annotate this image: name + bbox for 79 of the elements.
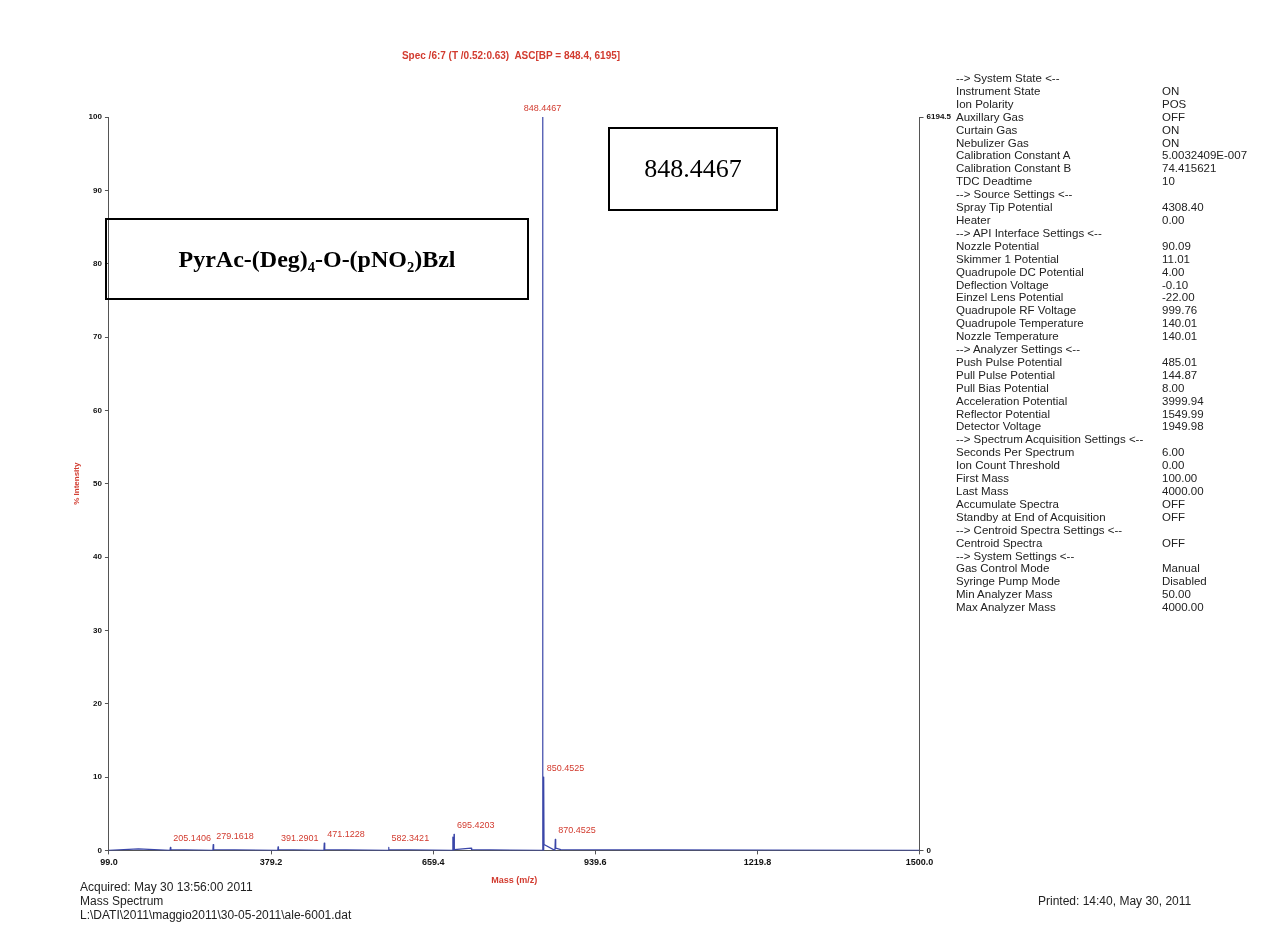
annotation: 582.3421 — [391, 833, 430, 844]
text: Quadrupole Temperature 140.01 — [956, 317, 1198, 330]
x-tick-label: 99.0 — [100, 857, 118, 868]
text: Acceleration Potential 3999.94 — [956, 394, 1204, 407]
text: Seconds Per Spectrum 6.00 — [956, 446, 1185, 459]
annotation: 695.4203 — [457, 820, 495, 831]
y-tick-label: 10 — [93, 772, 103, 782]
text: Quadrupole DC Potential 4.00 — [956, 265, 1185, 278]
text: L:\DATI\2011\maggio2011\30-05-2011\ale-6001.dat — [80, 908, 352, 922]
y-tick-label: 90 — [93, 185, 103, 195]
annotation: 279.1618 — [216, 830, 254, 841]
x-tick-label: 1219.8 — [743, 857, 772, 868]
chart-subtitle: Spec /6:7 (T /0.52:0.63) ASC[BP = 848.4, 6195] — [401, 49, 621, 61]
text: Spray Tip Potential 4308.40 — [956, 201, 1204, 214]
text: Gas Control Mode Manual — [956, 562, 1200, 575]
text: --> API Interface Settings <-- — [956, 226, 1103, 240]
text: Reflector Potential 1549.99 — [956, 407, 1204, 420]
text: Heater 0.00 — [956, 213, 1185, 226]
text: TDC Deadtime 10 — [956, 175, 1175, 188]
y-axis-title: % Intensity — [72, 462, 81, 505]
text: Centroid Spectra OFF — [956, 536, 1185, 549]
text: --> System State <-- — [956, 72, 1061, 85]
annotation: 391.2901 — [281, 832, 319, 843]
y-tick-label: 40 — [93, 552, 103, 562]
text: Ion Polarity POS — [956, 97, 1187, 110]
text: Accumulate Spectra OFF — [956, 497, 1185, 510]
annotation: 205.1406 — [173, 833, 211, 844]
x-tick-label: 379.2 — [259, 857, 283, 868]
text: Max Analyzer Mass 4000.00 — [956, 601, 1204, 614]
text: --> Centroid Spectra Settings <-- — [956, 523, 1124, 537]
x-tick-label: 659.4 — [421, 857, 445, 868]
text: Calibration Constant B 74.415621 — [956, 162, 1217, 175]
text: Push Pulse Potential 485.01 — [956, 355, 1198, 368]
x-tick-label: 939.6 — [584, 857, 607, 868]
text: Calibration Constant A 5.0032409E-007 — [956, 149, 1248, 162]
text: Pull Bias Potential 8.00 — [956, 381, 1185, 394]
text: Nebulizer Gas ON — [956, 136, 1180, 149]
text: --> Analyzer Settings <-- — [956, 343, 1081, 356]
text: Min Analyzer Mass 50.00 — [956, 588, 1191, 601]
annotation: 848.4467 — [523, 102, 562, 113]
y-tick-label: 100 — [88, 112, 103, 122]
text: Standby at End of Acquisition OFF — [956, 510, 1185, 523]
text: --> Source Settings <-- — [956, 188, 1074, 202]
y-tick-label: 30 — [93, 625, 103, 635]
y-tick-label: 60 — [93, 405, 103, 415]
text: Last Mass 4000.00 — [956, 485, 1204, 497]
annotation: 870.4525 — [558, 825, 596, 836]
text: Quadrupole RF Voltage 999.76 — [956, 304, 1198, 317]
y-tick-label: 20 — [93, 698, 103, 708]
text: Pull Pulse Potential 144.87 — [956, 368, 1198, 381]
text: Acquired: May 30 13:56:00 2011 — [80, 880, 253, 894]
text: Ion Count Threshold 0.00 — [956, 459, 1185, 472]
text: Skimmer 1 Potential 11.01 — [956, 252, 1190, 265]
y2-tick-label: 6194.5 — [926, 112, 952, 122]
text: Nozzle Potential 90.09 — [956, 239, 1191, 252]
text: --> System Settings <-- — [956, 549, 1076, 563]
y-tick-label: 80 — [93, 258, 103, 268]
text: Curtain Gas ON — [956, 123, 1180, 136]
text: Einzel Lens Potential -22.00 — [956, 291, 1195, 304]
text: Instrument State ON — [956, 84, 1180, 97]
y-tick-label: 50 — [93, 478, 103, 488]
annotation: 850.4525 — [546, 763, 585, 774]
y2-tick-label: 0 — [926, 845, 932, 855]
text: Detector Voltage 1949.98 — [956, 420, 1204, 433]
text: --> Spectrum Acquisition Settings <-- — [956, 433, 1145, 447]
annotation: 471.1228 — [327, 829, 365, 840]
text: Deflection Voltage -0.10 — [956, 278, 1189, 291]
y-tick-label: 0 — [97, 845, 103, 855]
text: First Mass 100.00 — [956, 472, 1198, 485]
x-tick-label: 1500.0 — [905, 857, 934, 868]
annotation: 848.4467 — [608, 127, 778, 211]
y-tick-label: 70 — [93, 332, 103, 342]
text: Printed: 14:40, May 30, 2011 — [1038, 894, 1192, 908]
text: Syringe Pump Mode Disabled — [956, 575, 1207, 588]
x-axis-title: Mass (m/z) — [491, 875, 538, 886]
text: Nozzle Temperature 140.01 — [956, 330, 1198, 343]
text: Mass Spectrum — [80, 894, 164, 908]
annotation: PyrAc-(Deg)₄-O-(pNO₂)Bzl — [105, 218, 529, 300]
text: Auxillary Gas OFF — [956, 110, 1185, 123]
